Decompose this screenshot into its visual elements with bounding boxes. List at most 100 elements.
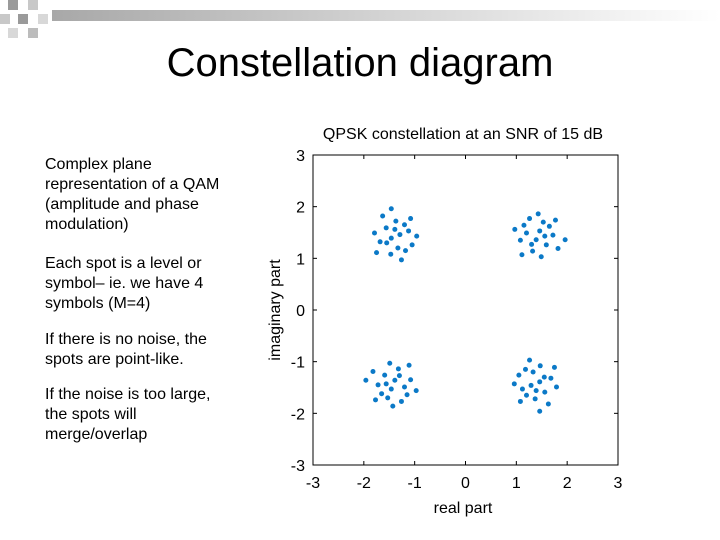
point [397, 232, 403, 238]
point [392, 377, 398, 383]
point [379, 391, 385, 397]
y-tick-label: 3 [296, 148, 305, 165]
point [537, 228, 543, 234]
point [533, 388, 539, 394]
point [383, 381, 389, 387]
point [388, 251, 394, 257]
bullet: If the noise is too large, the spots wil… [45, 386, 211, 443]
x-tick-label: -3 [306, 475, 320, 492]
y-tick-label: 1 [296, 251, 305, 268]
x-tick-label: -2 [357, 475, 371, 492]
point [548, 375, 554, 381]
x-tick-label: 2 [563, 475, 572, 492]
point [519, 252, 525, 258]
y-tick-label: 2 [296, 200, 305, 217]
point [538, 254, 544, 260]
point [370, 368, 376, 374]
point [530, 369, 536, 375]
point [528, 382, 534, 388]
point [387, 360, 393, 366]
point [533, 237, 539, 243]
point [395, 366, 401, 372]
decoration [0, 0, 720, 38]
y-tick-label: -2 [291, 406, 305, 423]
point [406, 362, 412, 368]
bullet: Complex plane representation of a QAM (a… [45, 156, 220, 233]
point [537, 408, 543, 414]
point [403, 248, 409, 254]
point [398, 257, 404, 263]
point [373, 397, 379, 403]
point [517, 237, 523, 243]
x-tick-label: 0 [461, 475, 470, 492]
point [519, 386, 525, 392]
x-tick-label: 1 [512, 475, 521, 492]
point [537, 379, 543, 385]
point [537, 363, 543, 369]
chart-title: QPSK constellation at an SNR of 15 dB [323, 126, 603, 143]
point [383, 225, 389, 231]
point [372, 230, 378, 236]
point [516, 372, 522, 378]
y-tick-label: -1 [291, 355, 305, 372]
point [413, 388, 419, 394]
x-axis-label: real part [434, 500, 493, 517]
point [543, 242, 549, 248]
point [388, 386, 394, 392]
point [532, 396, 538, 402]
point [398, 398, 404, 404]
point [551, 364, 557, 370]
point [409, 242, 415, 248]
point [527, 357, 533, 363]
point [392, 226, 398, 232]
point [522, 366, 528, 372]
point [374, 250, 380, 256]
point [541, 374, 547, 380]
point [530, 248, 536, 254]
point [552, 217, 558, 223]
point [406, 228, 412, 234]
point [408, 377, 414, 383]
point [380, 213, 386, 219]
point [375, 382, 381, 388]
y-tick-label: -3 [291, 458, 305, 475]
point [527, 216, 533, 222]
point [524, 230, 529, 236]
point [542, 389, 548, 395]
point [363, 377, 369, 383]
point [512, 226, 518, 232]
point [396, 373, 402, 379]
bullet: Each spot is a level or symbol– ie. we h… [45, 255, 204, 312]
slide-title: Constellation diagram [167, 41, 554, 85]
point [388, 235, 394, 241]
plot-frame [312, 154, 619, 466]
y-axis-label: imaginary part [267, 259, 284, 361]
point [535, 211, 541, 217]
point [377, 239, 383, 245]
point [388, 206, 394, 212]
point [524, 392, 529, 398]
point [408, 216, 414, 222]
point [517, 398, 523, 404]
point [395, 245, 401, 251]
point [540, 219, 546, 225]
x-tick-label: -1 [408, 475, 422, 492]
point [562, 237, 568, 243]
point [402, 384, 407, 390]
point [546, 223, 552, 229]
point [385, 395, 391, 401]
point [414, 233, 420, 239]
point [511, 381, 517, 387]
point [402, 222, 407, 228]
point [555, 246, 561, 252]
point [521, 222, 527, 228]
x-tick-label: 3 [614, 475, 623, 492]
point [382, 372, 388, 378]
point [404, 392, 410, 398]
point [553, 384, 559, 390]
point [545, 401, 551, 407]
point [390, 403, 396, 409]
point [384, 240, 390, 246]
y-tick-label: 0 [296, 303, 305, 320]
